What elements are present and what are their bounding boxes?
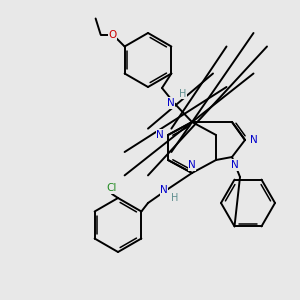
Text: H: H xyxy=(171,193,179,203)
Text: N: N xyxy=(188,160,196,170)
Text: N: N xyxy=(156,130,164,140)
Text: N: N xyxy=(250,135,258,145)
Text: N: N xyxy=(231,160,239,170)
Text: H: H xyxy=(179,89,187,99)
Text: N: N xyxy=(160,185,168,195)
Text: Cl: Cl xyxy=(107,183,117,193)
Text: N: N xyxy=(167,98,175,108)
Text: O: O xyxy=(109,29,117,40)
